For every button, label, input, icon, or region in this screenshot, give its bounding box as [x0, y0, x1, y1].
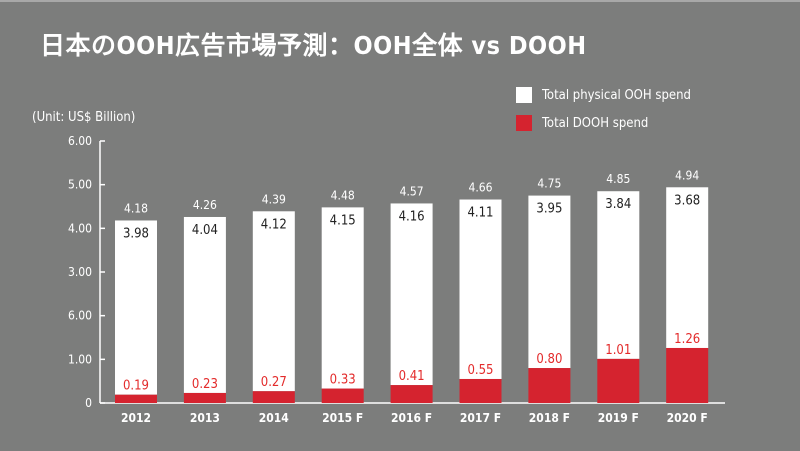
bar-physical	[183, 216, 226, 393]
y-tick-label: 4.00	[68, 221, 92, 235]
physical-label: 4.11	[467, 206, 493, 221]
bar-physical	[666, 187, 709, 348]
bar-dooh	[390, 385, 433, 403]
bar-physical	[528, 195, 571, 369]
x-tick-label: 2018 F	[529, 411, 570, 425]
dooh-label: 1.01	[605, 343, 631, 358]
physical-label: 4.15	[330, 213, 356, 228]
physical-label: 3.95	[536, 202, 562, 217]
physical-label: 4.04	[192, 223, 218, 238]
legend-item-physical: Total physical OOH spend	[516, 84, 691, 106]
y-tick-label: 6.00	[68, 134, 92, 148]
total-label: 4.85	[606, 172, 630, 186]
dooh-label: 0.23	[192, 377, 218, 392]
physical-label: 4.16	[399, 209, 425, 224]
dooh-label: 0.33	[330, 373, 356, 388]
bar-dooh	[321, 388, 364, 403]
total-label: 4.18	[124, 201, 148, 215]
physical-label: 4.12	[261, 217, 287, 232]
total-label: 4.39	[262, 192, 286, 206]
bar-physical	[115, 220, 157, 395]
total-label: 4.57	[400, 184, 424, 198]
bar-physical	[252, 211, 295, 392]
top-border	[0, 0, 800, 2]
legend-label-physical: Total physical OOH spend	[542, 87, 691, 103]
chart-title: 日本のOOH広告市場予測：OOH全体 vs DOOH	[40, 31, 587, 60]
x-tick-label: 2019 F	[598, 411, 639, 425]
bar-dooh	[459, 378, 502, 403]
x-tick-label: 2013	[190, 411, 220, 425]
bar-dooh	[597, 358, 640, 403]
y-tick-label: 6.00	[68, 309, 92, 323]
x-tick-label: 2012	[121, 411, 151, 425]
legend-swatch-physical	[516, 87, 532, 103]
physical-label: 3.68	[674, 193, 700, 208]
dooh-label: 0.19	[123, 379, 149, 394]
x-tick-label: 2017 F	[460, 411, 501, 425]
bar-dooh	[183, 392, 226, 403]
legend-label-dooh: Total DOOH spend	[542, 115, 649, 131]
total-label: 4.94	[675, 168, 699, 182]
x-tick-label: 2020 F	[667, 411, 708, 425]
bar-physical	[597, 191, 640, 359]
dooh-label: 0.41	[399, 369, 425, 384]
x-tick-label: 2015 F	[322, 411, 363, 425]
physical-label: 3.98	[123, 226, 149, 241]
y-tick-label: 5.00	[68, 178, 92, 192]
dooh-label: 0.27	[261, 375, 287, 390]
legend-item-dooh: Total DOOH spend	[516, 112, 691, 134]
unit-label: (Unit: US$ Billion)	[32, 110, 136, 125]
dooh-label: 0.55	[467, 363, 493, 378]
y-tick-label: 0	[85, 396, 92, 410]
x-tick-label: 2014	[259, 411, 290, 425]
dooh-label: 1.26	[674, 332, 700, 347]
bar-physical	[321, 207, 364, 389]
y-tick-label: 3.00	[68, 265, 92, 279]
bar-dooh	[115, 394, 157, 403]
bar-dooh	[252, 391, 295, 403]
bar-physical	[459, 199, 502, 379]
total-label: 4.48	[331, 188, 355, 202]
legend: Total physical OOH spend Total DOOH spen…	[516, 84, 691, 140]
total-label: 4.75	[537, 177, 561, 191]
bar-dooh	[666, 347, 709, 403]
x-tick-label: 2016 F	[391, 411, 432, 425]
bar-dooh	[528, 368, 571, 403]
bar-physical	[390, 203, 433, 386]
total-label: 4.26	[193, 198, 217, 212]
dooh-label: 0.80	[536, 352, 562, 367]
total-label: 4.66	[468, 181, 492, 195]
y-tick-label: 1.00	[68, 352, 92, 366]
physical-label: 3.84	[605, 197, 631, 212]
legend-swatch-dooh	[516, 115, 532, 131]
